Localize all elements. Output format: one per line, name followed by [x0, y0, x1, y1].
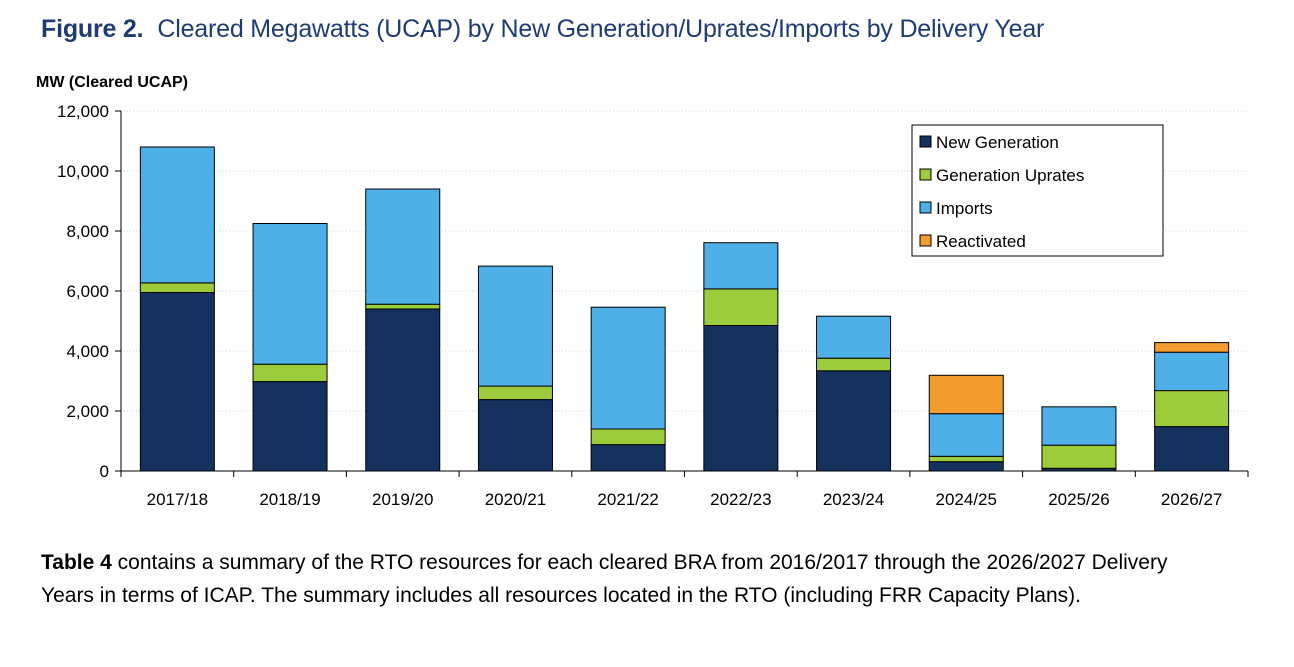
body-paragraph: Table 4 contains a summary of the RTO re…	[41, 546, 1221, 612]
bar-new-generation	[252, 381, 328, 472]
bar-new-generation	[928, 461, 1004, 472]
bar-new-generation	[477, 399, 553, 472]
table-reference: Table 4	[41, 551, 112, 574]
legend-swatch-imports	[919, 201, 932, 214]
bar-generation-uprates	[1154, 390, 1230, 428]
x-tick-label: 2020/21	[485, 490, 546, 509]
bar-imports	[139, 146, 215, 284]
bar-imports	[1041, 406, 1117, 446]
bar-generation-uprates	[703, 288, 779, 326]
y-tick-label: 4,000	[66, 342, 109, 361]
legend-swatch-reactivated	[919, 234, 932, 247]
y-tick-label: 0	[100, 462, 109, 481]
x-tick-label: 2021/22	[597, 490, 658, 509]
bar-generation-uprates	[590, 428, 666, 446]
bar-imports	[928, 413, 1004, 457]
bars	[139, 146, 1230, 472]
stacked-bar-chart: 0 2,000 4,000 6,000 8,000 10,000 12,000 2017/18…	[36, 74, 1249, 509]
bar-reactivated	[1154, 342, 1230, 353]
bar-new-generation	[703, 325, 779, 472]
legend: New Generation Generation Uprates Imports R…	[911, 124, 1164, 257]
x-tick-label: 2018/19	[259, 490, 320, 509]
bar-generation-uprates	[139, 282, 215, 293]
bar-imports	[252, 223, 328, 365]
axes	[115, 110, 1249, 477]
bar-generation-uprates	[365, 303, 441, 310]
bar-imports	[365, 188, 441, 305]
x-tick-label: 2025/26	[1048, 490, 1109, 509]
figure-title: Figure 2. Cleared Megawatts (UCAP) by New…	[41, 15, 1044, 44]
legend-swatch-new-generation	[919, 135, 932, 148]
y-tick-label: 12,000	[57, 102, 109, 121]
bar-new-generation	[365, 308, 441, 472]
bar-new-generation	[1154, 426, 1230, 472]
bar-new-generation	[590, 444, 666, 472]
x-tick-label: 2026/27	[1161, 490, 1222, 509]
bar-imports	[703, 242, 779, 290]
axis-labels: 0 2,000 4,000 6,000 8,000 10,000 12,000 2017/18…	[36, 74, 1222, 509]
y-tick-label: 6,000	[66, 282, 109, 301]
bar-generation-uprates	[252, 363, 328, 383]
bar-generation-uprates	[1041, 444, 1117, 469]
paragraph-text: contains a summary of the RTO resources …	[41, 551, 1168, 607]
legend-swatch-generation-uprates	[919, 168, 932, 181]
legend-label-imports: Imports	[936, 199, 993, 218]
legend-box	[911, 124, 1164, 257]
y-tick-label: 2,000	[66, 402, 109, 421]
x-tick-label: 2023/24	[823, 490, 884, 509]
bar-imports	[1154, 351, 1230, 392]
x-tick-label: 2022/23	[710, 490, 771, 509]
x-tick-label: 2017/18	[147, 490, 208, 509]
legend-label-generation-uprates: Generation Uprates	[936, 166, 1084, 185]
bar-generation-uprates	[477, 385, 553, 401]
figure-title-text: Cleared Megawatts (UCAP) by New Generati…	[157, 15, 1045, 43]
y-axis-title: MW (Cleared UCAP)	[36, 74, 188, 91]
bar-new-generation	[139, 292, 215, 472]
x-tick-label: 2024/25	[936, 490, 997, 509]
bar-new-generation	[816, 370, 892, 472]
y-tick-label: 10,000	[57, 162, 109, 181]
bar-imports	[816, 315, 892, 359]
bar-imports	[590, 306, 666, 430]
bar-generation-uprates	[816, 357, 892, 372]
legend-label-reactivated: Reactivated	[936, 232, 1026, 251]
bar-reactivated	[928, 374, 1004, 415]
legend-label-new-generation: New Generation	[936, 133, 1059, 152]
bar-imports	[477, 265, 553, 387]
x-tick-label: 2019/20	[372, 490, 433, 509]
figure-label: Figure 2.	[41, 15, 144, 43]
bar-generation-uprates	[928, 455, 1004, 463]
y-tick-label: 8,000	[66, 222, 109, 241]
